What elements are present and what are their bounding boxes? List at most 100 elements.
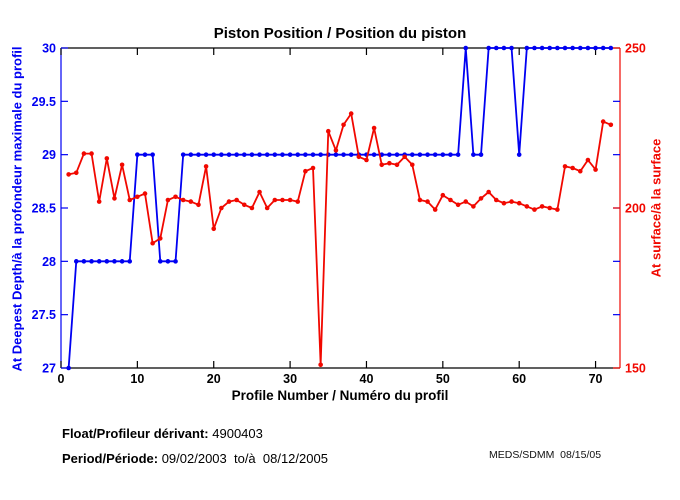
at-surface-marker (89, 151, 94, 156)
chart-title: Piston Position / Position du piston (213, 25, 467, 42)
at-surface-marker (593, 167, 598, 172)
at-surface-marker (333, 148, 339, 153)
x-tick-label: 10 (130, 372, 144, 386)
at-surface-marker (539, 204, 545, 209)
at-deepest-depth-marker (203, 152, 209, 157)
at-surface-marker (219, 205, 224, 211)
at-surface-marker (303, 168, 308, 174)
at-deepest-depth-marker (234, 152, 239, 157)
at-deepest-depth-marker (440, 152, 446, 157)
at-surface-marker (180, 197, 186, 203)
at-deepest-depth-marker (226, 152, 232, 157)
left-y-tick-label: 27 (42, 362, 56, 376)
at-surface-marker (402, 154, 407, 160)
at-surface-marker (287, 197, 293, 203)
at-surface-marker (318, 362, 323, 368)
left-y-tick-label: 27.5 (32, 308, 56, 322)
at-deepest-depth-marker (486, 45, 491, 51)
at-surface-marker (81, 151, 87, 156)
float-id-line: Float/Profileur dérivant: 4900403 (62, 426, 263, 441)
at-deepest-depth-marker (272, 152, 278, 157)
at-surface-marker (463, 199, 469, 204)
at-deepest-depth-marker (112, 259, 117, 264)
at-surface-marker (142, 191, 148, 196)
at-surface-marker (440, 192, 446, 198)
at-deepest-depth-marker (562, 45, 568, 51)
period-line: Period/Période: 09/02/2003 to/à 08/12/20… (62, 451, 328, 466)
at-deepest-depth-marker (211, 152, 217, 157)
at-deepest-depth-marker (280, 152, 285, 157)
at-surface-marker (371, 125, 377, 131)
at-surface-marker (310, 165, 316, 171)
at-deepest-depth-marker (432, 152, 438, 157)
at-deepest-depth-marker (493, 45, 499, 51)
at-deepest-depth-marker (318, 152, 323, 157)
at-surface-marker (387, 160, 392, 166)
at-surface-marker (150, 240, 155, 246)
at-deepest-depth-marker (539, 45, 545, 51)
at-deepest-depth-marker (455, 152, 461, 157)
at-surface-marker (188, 199, 194, 204)
at-deepest-depth-marker (409, 152, 415, 157)
at-deepest-depth-marker (127, 259, 133, 264)
at-deepest-depth-marker (593, 45, 598, 51)
at-surface-marker (577, 168, 583, 174)
at-surface-marker (234, 197, 239, 203)
left-y-tick-label: 29 (42, 148, 56, 162)
at-surface-marker (478, 196, 484, 201)
at-deepest-depth-marker (417, 152, 423, 157)
at-surface-marker (493, 197, 499, 203)
at-deepest-depth-marker (287, 152, 293, 157)
period-value: 09/02/2003 to/à 08/12/2005 (158, 451, 328, 466)
at-deepest-depth-marker (608, 45, 614, 51)
at-surface-marker (127, 197, 133, 203)
at-deepest-depth-marker (555, 45, 560, 51)
agency-stamp: MEDS/SDMM 08/15/05 (489, 449, 602, 461)
at-surface-marker (356, 154, 362, 160)
at-deepest-depth-marker (157, 259, 163, 264)
at-surface-marker (348, 111, 354, 116)
at-deepest-depth-marker (516, 152, 522, 157)
left-y-tick-label: 28.5 (32, 202, 56, 216)
at-deepest-depth-marker (66, 365, 71, 371)
at-surface-marker (211, 226, 217, 232)
at-surface-marker (394, 162, 400, 168)
x-tick-label: 40 (360, 372, 374, 386)
at-surface-marker (241, 202, 247, 208)
at-deepest-depth-marker (509, 45, 514, 51)
at-surface-marker (165, 197, 171, 203)
right-y-axis-label: At surface/à la surface (648, 138, 664, 278)
at-deepest-depth-marker (471, 152, 476, 157)
at-deepest-depth-marker (600, 45, 606, 51)
at-surface-marker (585, 157, 591, 163)
at-surface-marker (555, 207, 560, 212)
at-deepest-depth-marker (104, 259, 110, 264)
at-surface-marker (73, 170, 79, 176)
at-deepest-depth-marker (348, 152, 354, 157)
at-deepest-depth-marker (295, 152, 301, 157)
at-surface-marker (104, 156, 110, 161)
at-deepest-depth-marker (196, 152, 201, 157)
at-deepest-depth-marker (303, 152, 308, 157)
x-tick-label: 30 (283, 372, 297, 386)
at-surface-marker (135, 194, 140, 200)
right-y-tick-label: 150 (625, 362, 646, 376)
at-surface-marker (364, 157, 369, 163)
at-surface-marker (471, 204, 476, 209)
x-axis-label: Profile Number / Numéro du profil (231, 388, 449, 403)
at-surface-marker (173, 194, 178, 200)
at-deepest-depth-marker (478, 152, 484, 157)
at-deepest-depth-marker (241, 152, 247, 157)
left-y-tick-label: 30 (42, 42, 56, 56)
at-surface-marker (562, 164, 568, 169)
right-y-tick-label: 250 (625, 42, 646, 56)
at-surface-marker (96, 199, 102, 204)
at-surface-marker (341, 122, 346, 128)
at-surface-marker (226, 199, 232, 204)
right-y-tick-label: 200 (625, 202, 646, 216)
at-deepest-depth-marker (142, 152, 148, 157)
x-tick-label: 60 (512, 372, 526, 386)
at-surface-marker (547, 205, 553, 211)
at-deepest-depth-marker (532, 45, 537, 51)
